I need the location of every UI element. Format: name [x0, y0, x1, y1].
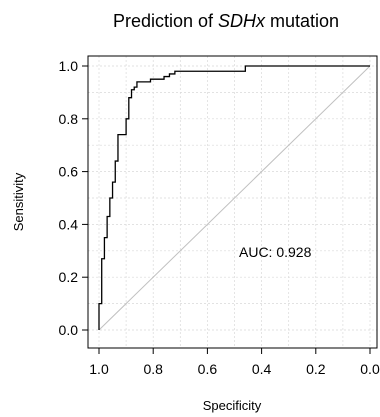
chart-title-gene: SDHx [218, 11, 266, 31]
x-axis-ticks: 1.0 0.8 0.6 0.4 0.2 0.0 [89, 348, 380, 377]
y-tick-label: 0.2 [59, 269, 79, 285]
x-tick-label: 0.8 [143, 361, 163, 377]
roc-curve [98, 65, 370, 330]
y-tick-label: 0.8 [59, 111, 79, 127]
y-axis-ticks: 0.0 0.2 0.4 0.6 0.8 1.0 [59, 58, 88, 338]
chart-title: Prediction of SDHx mutation [113, 11, 339, 31]
chart-title-prefix: Prediction of [113, 11, 218, 31]
y-tick-label: 0.6 [59, 164, 79, 180]
x-tick-label: 0.6 [198, 361, 218, 377]
plot-frame [87, 55, 378, 349]
y-tick-label: 0.4 [59, 216, 79, 232]
x-tick-label: 1.0 [89, 361, 109, 377]
chart-title-suffix: mutation [265, 11, 339, 31]
x-tick-label: 0.2 [306, 361, 326, 377]
y-tick-label: 1.0 [59, 58, 79, 74]
chance-reference-line [98, 65, 371, 331]
y-axis-label: Sensitivity [11, 172, 26, 231]
auc-annotation: AUC: 0.928 [239, 244, 312, 260]
x-axis-label: Specificity [203, 398, 262, 413]
y-tick-label: 0.0 [59, 322, 79, 338]
x-tick-label: 0.4 [252, 361, 272, 377]
x-tick-label: 0.0 [360, 361, 380, 377]
grid-lines [88, 56, 377, 348]
